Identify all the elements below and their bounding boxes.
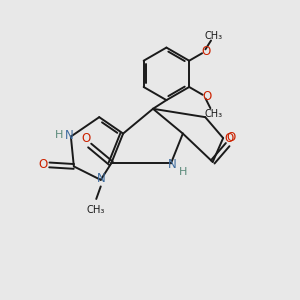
Text: H: H — [55, 130, 63, 140]
Text: O: O — [224, 132, 234, 145]
Text: N: N — [65, 129, 74, 142]
Text: O: O — [202, 90, 212, 103]
Text: O: O — [82, 133, 91, 146]
Text: CH₃: CH₃ — [204, 31, 223, 41]
Text: O: O — [226, 131, 236, 144]
Text: O: O — [201, 45, 211, 58]
Text: CH₃: CH₃ — [86, 205, 105, 215]
Text: O: O — [39, 158, 48, 171]
Text: CH₃: CH₃ — [204, 109, 222, 118]
Text: N: N — [168, 158, 177, 171]
Text: H: H — [179, 167, 188, 177]
Text: N: N — [97, 172, 106, 185]
